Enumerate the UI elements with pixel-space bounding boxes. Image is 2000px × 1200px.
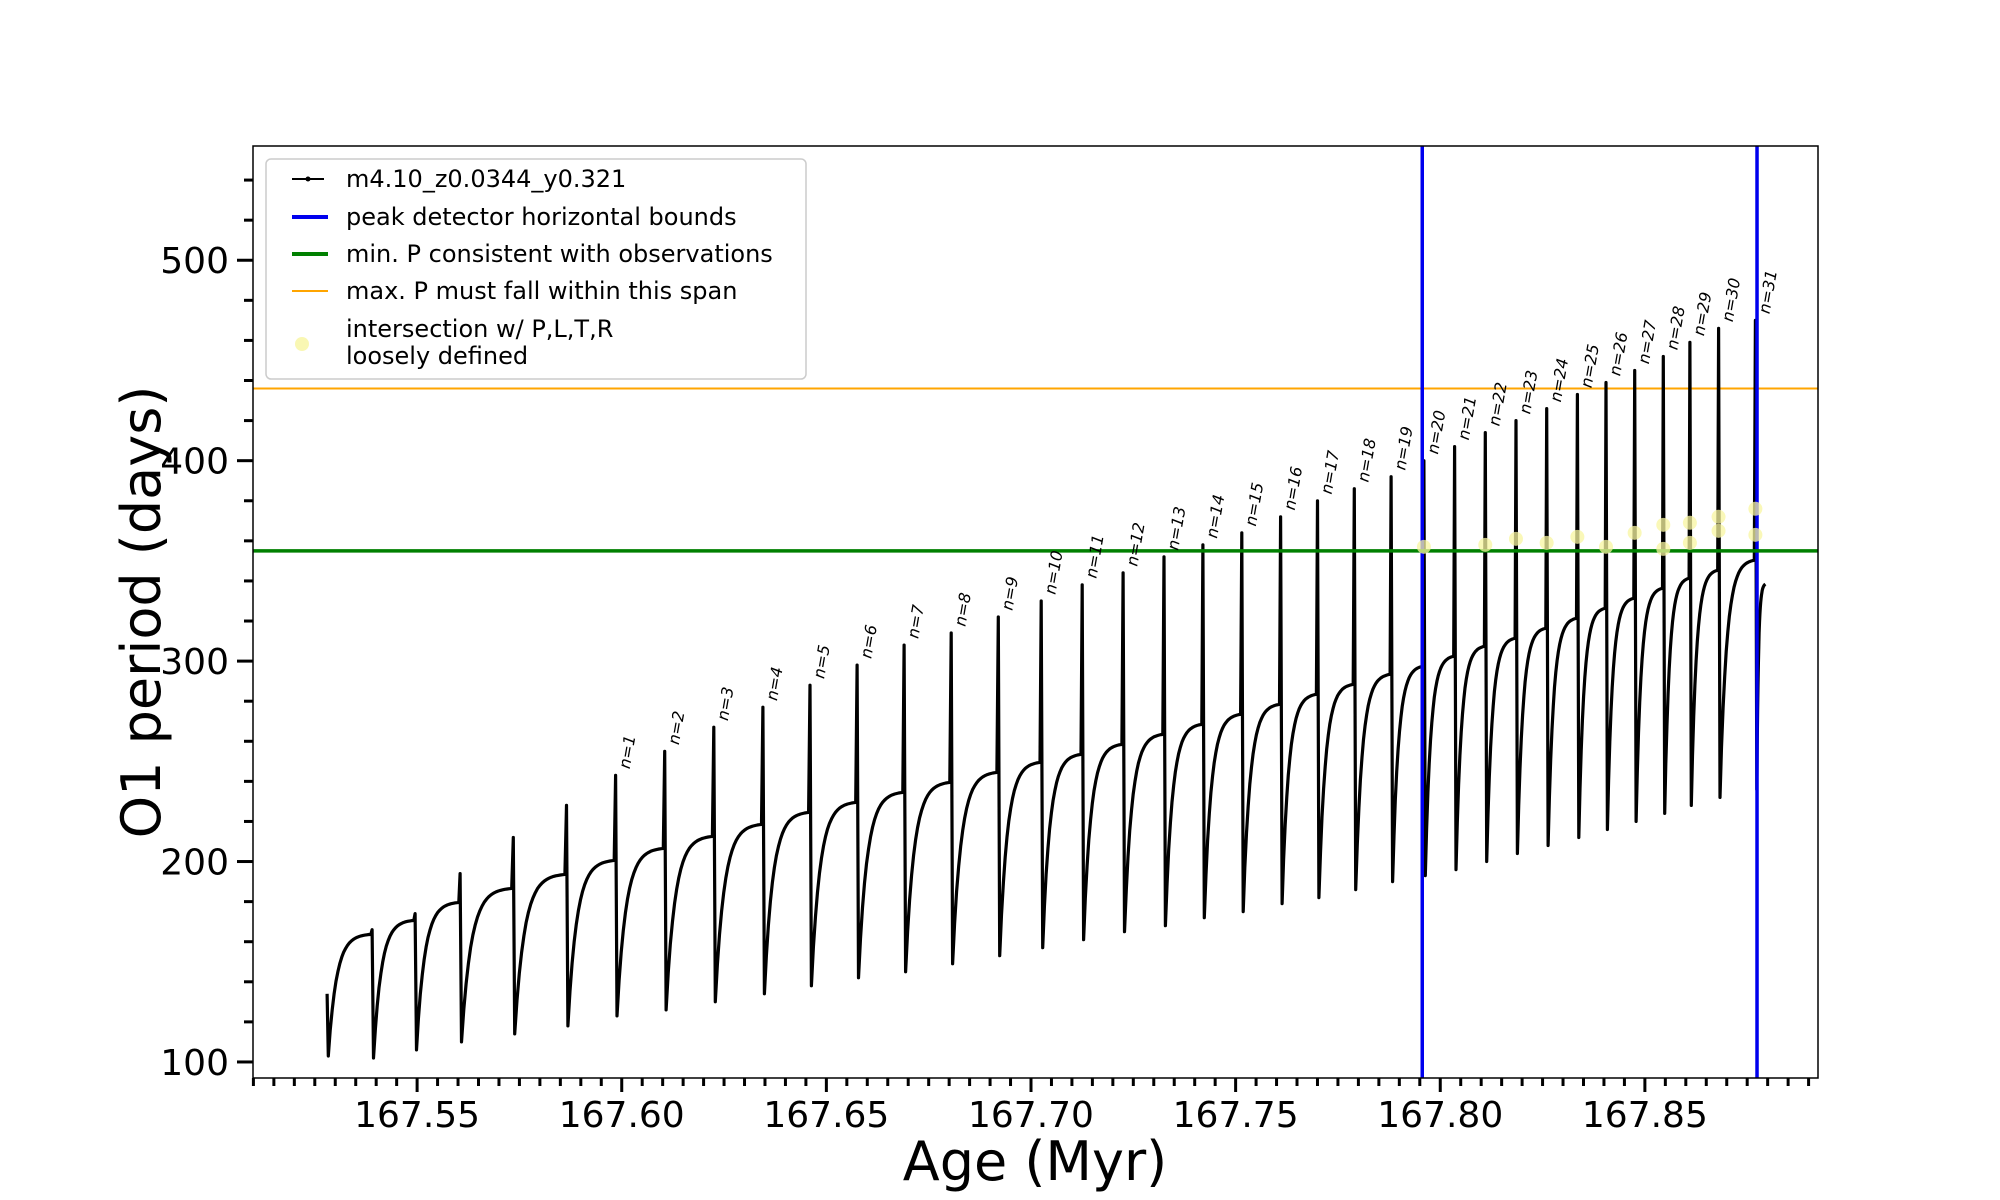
intersection-point — [1682, 515, 1697, 530]
intersection-point — [1711, 523, 1726, 538]
y-tick-label: 400 — [160, 442, 229, 483]
intersection-point — [1599, 539, 1614, 554]
x-tick-label: 167.80 — [1377, 1095, 1503, 1136]
legend-swatch-intersection — [295, 337, 309, 351]
intersection-point — [1627, 525, 1642, 540]
intersection-point — [1748, 527, 1763, 542]
x-axis-label: Age (Myr) — [903, 1130, 1168, 1193]
intersection-point — [1570, 529, 1585, 544]
plot-frame — [252, 145, 1819, 1079]
legend-label-intersection-line1: intersection w/ P,L,T,R — [346, 315, 613, 343]
x-tick-label: 167.65 — [763, 1095, 889, 1136]
intersection-point — [1748, 501, 1763, 516]
y-tick-label: 200 — [160, 843, 229, 884]
x-tick-label: 167.55 — [354, 1095, 480, 1136]
y-axis: 100 200 300 400 500 — [160, 178, 253, 1084]
intersection-point — [1682, 535, 1697, 550]
intersection-point — [1508, 531, 1523, 546]
x-axis: 167.55 167.60 167.65 167.70 167.75 167.80 167.… — [251, 1078, 1811, 1136]
y-axis-label: O1 period (days) — [110, 386, 173, 839]
intersection-point — [1539, 535, 1554, 550]
x-tick-label: 167.60 — [559, 1095, 685, 1136]
intersection-point — [1656, 541, 1671, 556]
y-tick-label: 500 — [160, 241, 229, 282]
legend-swatch-series-marker — [305, 176, 311, 182]
x-tick-label: 167.70 — [968, 1095, 1094, 1136]
legend-box — [265, 158, 807, 380]
series-line — [325, 318, 1767, 1060]
data-series-group — [253, 146, 1818, 1078]
intersection-point — [1711, 509, 1726, 524]
y-tick-label: 300 — [160, 642, 229, 683]
x-tick-label: 167.75 — [1173, 1095, 1299, 1136]
legend-label-series: m4.10_z0.0344_y0.321 — [346, 165, 626, 193]
intersection-point — [1478, 537, 1493, 552]
y-tick-label: 100 — [160, 1043, 229, 1084]
legend: m4.10_z0.0344_y0.321 peak detector horiz… — [265, 158, 807, 380]
legend-label-orange: max. P must fall within this span — [346, 277, 737, 305]
legend-label-blue: peak detector horizontal bounds — [346, 203, 737, 231]
legend-label-intersection-line2: loosely defined — [346, 342, 528, 370]
intersection-point — [1416, 539, 1431, 554]
legend-label-green: min. P consistent with observations — [346, 240, 773, 268]
x-tick-label: 167.85 — [1582, 1095, 1708, 1136]
intersection-point — [1656, 517, 1671, 532]
